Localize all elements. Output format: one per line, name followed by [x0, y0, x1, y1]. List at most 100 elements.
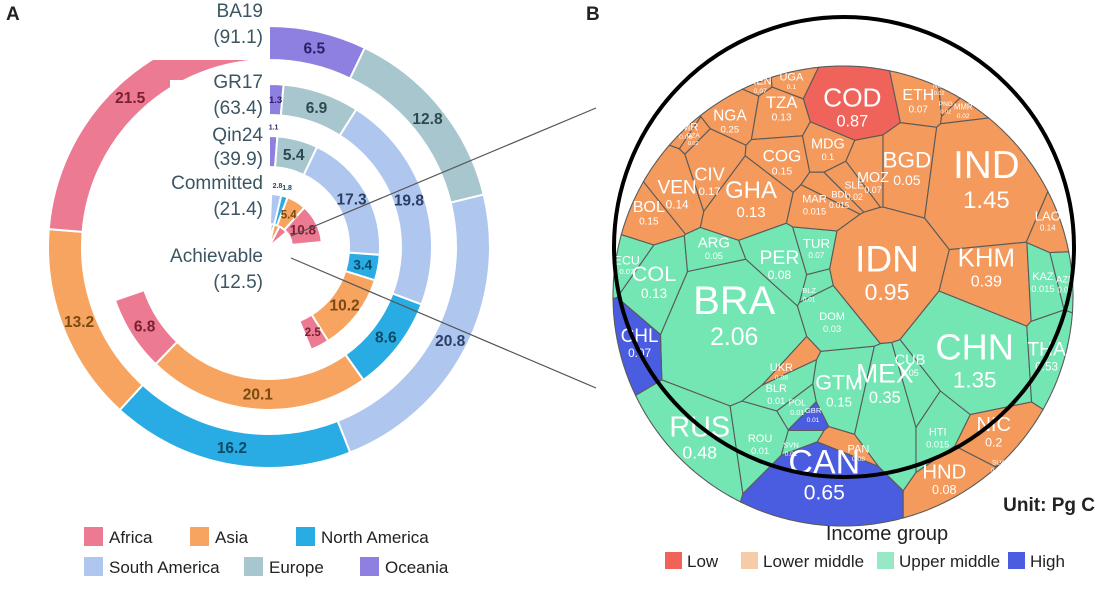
svg-text:1.3: 1.3 — [269, 95, 282, 106]
svg-text:LAO: LAO — [1035, 209, 1061, 224]
svg-text:MDG: MDG — [811, 137, 845, 153]
svg-text:IDN: IDN — [855, 238, 919, 280]
svg-text:0.015: 0.015 — [991, 468, 1005, 474]
svg-text:ARG: ARG — [698, 236, 730, 252]
svg-text:0.15: 0.15 — [772, 166, 793, 178]
svg-text:BOL: BOL — [633, 198, 665, 216]
svg-text:MMR: MMR — [954, 102, 973, 111]
svg-text:BRA: BRA — [693, 279, 776, 323]
svg-text:0.015: 0.015 — [803, 206, 826, 216]
svg-text:5.4: 5.4 — [283, 147, 305, 164]
svg-text:Achievable: Achievable — [170, 246, 263, 267]
svg-text:MAR: MAR — [802, 193, 827, 205]
svg-text:1.35: 1.35 — [953, 368, 997, 393]
svg-text:CIV: CIV — [694, 165, 725, 185]
svg-text:5.4: 5.4 — [281, 210, 298, 222]
svg-text:Oceania: Oceania — [385, 558, 449, 577]
svg-text:0.01: 0.01 — [785, 451, 798, 458]
svg-text:0.48: 0.48 — [682, 443, 717, 463]
svg-text:KEN: KEN — [749, 76, 772, 88]
svg-text:CHL: CHL — [621, 326, 659, 347]
svg-text:20.1: 20.1 — [243, 387, 274, 404]
svg-text:A: A — [6, 4, 20, 25]
svg-text:13.2: 13.2 — [64, 314, 94, 331]
svg-text:0.25: 0.25 — [721, 124, 740, 135]
svg-text:VEN: VEN — [657, 178, 696, 199]
svg-text:0.39: 0.39 — [971, 273, 1002, 290]
svg-text:0.01: 0.01 — [751, 446, 769, 456]
svg-text:0.17: 0.17 — [699, 186, 721, 198]
svg-text:CUB: CUB — [895, 353, 926, 369]
svg-text:HTI: HTI — [929, 427, 947, 439]
svg-text:Income group: Income group — [826, 523, 948, 545]
svg-text:0.87: 0.87 — [836, 113, 868, 131]
svg-text:BLR: BLR — [766, 383, 787, 395]
svg-text:South America: South America — [109, 558, 220, 577]
svg-text:0.13: 0.13 — [737, 205, 766, 221]
svg-text:6.9: 6.9 — [306, 100, 328, 117]
svg-text:(12.5): (12.5) — [213, 272, 263, 293]
svg-text:(21.4): (21.4) — [213, 199, 263, 220]
svg-text:0.15: 0.15 — [826, 394, 852, 409]
svg-text:PAN: PAN — [847, 443, 869, 455]
svg-text:2.8: 2.8 — [273, 183, 283, 190]
svg-text:0.015: 0.015 — [829, 201, 850, 210]
svg-text:0.02: 0.02 — [934, 91, 945, 97]
svg-text:TUR: TUR — [803, 236, 830, 251]
svg-text:0.02: 0.02 — [957, 113, 970, 120]
svg-text:Africa: Africa — [109, 528, 153, 547]
svg-text:GR17: GR17 — [213, 72, 263, 93]
svg-text:1.8: 1.8 — [282, 185, 292, 192]
svg-text:Asia: Asia — [215, 528, 249, 547]
svg-text:ETH: ETH — [902, 87, 934, 104]
svg-text:PER: PER — [759, 247, 799, 269]
svg-text:DOM: DOM — [819, 311, 845, 323]
svg-text:KHM: KHM — [958, 244, 1015, 272]
svg-text:8.6: 8.6 — [375, 330, 397, 347]
svg-text:16.2: 16.2 — [217, 440, 247, 457]
svg-text:CHN: CHN — [935, 327, 1013, 368]
svg-text:UGA: UGA — [779, 72, 804, 84]
svg-text:ROU: ROU — [748, 433, 773, 445]
svg-text:2.5: 2.5 — [305, 327, 322, 339]
svg-text:(39.9): (39.9) — [213, 149, 263, 170]
svg-text:0.02: 0.02 — [688, 141, 699, 147]
svg-text:TZA: TZA — [766, 93, 798, 112]
svg-text:0.07: 0.07 — [808, 251, 824, 260]
svg-text:B: B — [586, 4, 600, 25]
svg-text:Europe: Europe — [269, 558, 324, 577]
svg-text:0.01: 0.01 — [807, 417, 820, 424]
svg-text:20.8: 20.8 — [435, 333, 466, 350]
svg-text:0.08: 0.08 — [932, 483, 957, 497]
svg-text:Low: Low — [687, 552, 719, 571]
svg-text:GBR: GBR — [805, 406, 822, 415]
svg-text:NGA: NGA — [713, 107, 747, 124]
svg-text:0.14: 0.14 — [1040, 224, 1056, 233]
svg-text:Lower middle: Lower middle — [763, 552, 864, 571]
svg-text:0.65: 0.65 — [804, 482, 845, 505]
svg-text:0.01: 0.01 — [803, 297, 816, 304]
svg-text:0.05: 0.05 — [705, 251, 723, 261]
svg-text:High: High — [1030, 552, 1065, 571]
svg-text:0.07: 0.07 — [864, 185, 881, 195]
svg-text:12.8: 12.8 — [412, 111, 443, 128]
svg-text:6.8: 6.8 — [134, 319, 156, 336]
svg-text:SLE: SLE — [844, 181, 864, 192]
svg-text:0.01: 0.01 — [767, 396, 785, 406]
svg-text:0.08: 0.08 — [775, 374, 788, 381]
svg-text:0.03: 0.03 — [823, 324, 841, 334]
svg-text:(91.1): (91.1) — [213, 27, 263, 48]
svg-text:POL: POL — [789, 397, 807, 407]
svg-text:6.5: 6.5 — [304, 41, 326, 58]
svg-text:IND: IND — [953, 144, 1019, 187]
svg-text:0.05: 0.05 — [901, 368, 919, 378]
svg-text:19.8: 19.8 — [394, 193, 425, 210]
svg-text:Upper middle: Upper middle — [899, 552, 1000, 571]
svg-text:Qin24: Qin24 — [212, 125, 263, 146]
svg-text:21.5: 21.5 — [115, 90, 146, 107]
svg-text:COG: COG — [763, 146, 802, 165]
svg-text:BA19: BA19 — [217, 1, 263, 22]
svg-text:0.1: 0.1 — [822, 152, 835, 162]
svg-text:DZA: DZA — [687, 133, 701, 140]
svg-text:COD: COD — [823, 82, 881, 112]
